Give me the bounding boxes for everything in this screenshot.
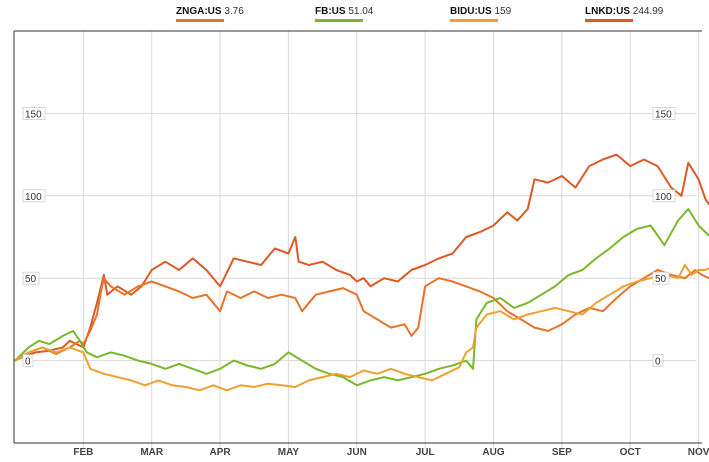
series-line-znga-us — [14, 269, 709, 362]
x-tick-label-jun: JUN — [347, 447, 367, 458]
series-line-fb-us — [14, 208, 709, 387]
x-tick-label-sep: SEP — [552, 447, 572, 458]
legend-color-swatch — [176, 19, 224, 22]
legend-value: 51.04 — [345, 6, 374, 17]
x-tick-label-jul: JUL — [416, 447, 435, 458]
series-line-lnkd-us — [14, 153, 709, 362]
x-tick-label-apr: APR — [210, 447, 232, 458]
chart-grid — [22, 31, 700, 449]
y-tick-box-left — [22, 189, 46, 203]
legend-color-swatch — [450, 19, 498, 22]
legend-item-bidu-us[interactable]: BIDU:US 159 — [450, 6, 512, 22]
legend-symbol: FB:US — [315, 6, 346, 17]
y-tick-box-right — [652, 189, 676, 203]
legend-color-swatch — [315, 19, 363, 22]
series-line-bidu-us — [14, 264, 709, 392]
x-tick-label-aug: AUG — [482, 447, 504, 458]
y-tick-label-left: 50 — [25, 274, 37, 285]
series-lines — [14, 153, 709, 392]
legend-value: 244.99 — [630, 6, 664, 17]
y-tick-box-right — [652, 107, 676, 120]
x-tick-label-feb: FEB — [73, 447, 93, 458]
y-tick-label-left: 0 — [25, 357, 31, 368]
legend-value: 159 — [491, 6, 512, 17]
legend-item-fb-us[interactable]: FB:US 51.04 — [315, 6, 374, 22]
y-tick-label-left: 150 — [25, 109, 42, 120]
y-tick-box-right — [652, 271, 670, 285]
y-tick-box-left — [22, 107, 46, 120]
y-tick-label-right: 100 — [655, 192, 672, 203]
chart-axes: 0 0 50 50 100 100 150 150 FEB MAR APR MAY JUN JUL AUG S… — [13, 30, 709, 458]
legend-symbol: ZNGA:US — [176, 6, 222, 17]
legend-symbol: BIDU:US — [450, 6, 492, 17]
legend-color-swatch — [585, 19, 633, 22]
y-tick-label-right: 50 — [655, 274, 667, 285]
x-tick-label-may: MAY — [278, 447, 300, 458]
y-tick-box-left — [22, 271, 40, 285]
y-tick-box-left — [22, 354, 34, 367]
x-tick-label-mar: MAR — [140, 447, 164, 458]
x-tick-label-nov: NOV — [688, 447, 709, 458]
legend-item-lnkd-us[interactable]: LNKD:US 244.99 — [585, 6, 664, 22]
y-tick-label-left: 100 — [25, 192, 42, 203]
y-tick-label-right: 0 — [655, 357, 661, 368]
legend-item-znga-us[interactable]: ZNGA:US 3.76 — [176, 6, 244, 22]
legend-symbol: LNKD:US — [585, 6, 630, 17]
legend-value: 3.76 — [221, 6, 244, 17]
y-tick-box-right — [652, 354, 664, 367]
y-tick-label-right: 150 — [655, 109, 672, 120]
x-tick-label-oct: OCT — [620, 447, 641, 458]
